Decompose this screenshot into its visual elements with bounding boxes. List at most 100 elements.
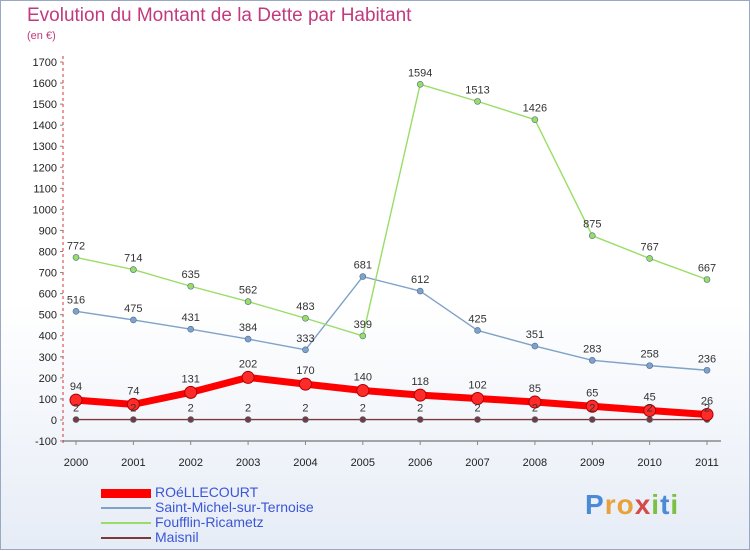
legend-label: Maisnil bbox=[155, 529, 199, 545]
x-tick-label: 2000 bbox=[64, 457, 88, 469]
legend-swatch bbox=[101, 507, 151, 509]
data-point bbox=[646, 362, 653, 369]
data-label: 45 bbox=[644, 391, 656, 403]
series-1 bbox=[72, 273, 711, 374]
data-point bbox=[700, 407, 714, 421]
data-label: 102 bbox=[468, 379, 486, 391]
data-label: 140 bbox=[354, 371, 372, 383]
series-0 bbox=[69, 370, 714, 421]
data-point bbox=[646, 416, 653, 423]
data-label: 2 bbox=[188, 403, 194, 415]
data-point bbox=[643, 403, 657, 417]
legend-swatch bbox=[101, 522, 151, 524]
data-point bbox=[531, 342, 539, 350]
data-label: 351 bbox=[526, 329, 544, 341]
y-tick-label: 0 bbox=[51, 415, 57, 427]
y-tick-label: -100 bbox=[35, 436, 57, 448]
data-label: 767 bbox=[640, 241, 658, 253]
logo-letter: t bbox=[660, 489, 671, 520]
data-point bbox=[416, 416, 424, 423]
data-point bbox=[528, 395, 542, 409]
data-point bbox=[646, 255, 653, 262]
data-label: 2 bbox=[474, 403, 480, 415]
data-label: 2 bbox=[302, 403, 308, 415]
logo-letter: i bbox=[651, 489, 661, 520]
data-point bbox=[72, 416, 80, 423]
series-2 bbox=[72, 81, 711, 340]
data-point bbox=[703, 366, 711, 374]
logo-letter: x bbox=[634, 489, 652, 520]
data-label: 2 bbox=[417, 403, 423, 415]
data-label: 714 bbox=[124, 253, 142, 265]
data-label: 85 bbox=[529, 383, 541, 395]
series-line bbox=[72, 373, 711, 418]
x-tick-label: 2007 bbox=[465, 457, 489, 469]
data-point bbox=[474, 416, 481, 423]
data-point bbox=[356, 383, 370, 397]
data-label: 333 bbox=[296, 333, 314, 345]
data-point bbox=[588, 416, 596, 423]
data-point bbox=[531, 416, 539, 423]
data-label: 667 bbox=[698, 263, 716, 275]
x-tick-label: 2002 bbox=[178, 457, 202, 469]
data-point bbox=[471, 391, 485, 405]
x-tick-label: 2001 bbox=[121, 457, 145, 469]
proxiti-logo: Proxiti bbox=[585, 489, 679, 521]
y-tick-label: 1500 bbox=[33, 99, 57, 111]
data-label: 483 bbox=[296, 301, 314, 313]
data-label: 283 bbox=[583, 343, 601, 355]
x-tick-label: 2003 bbox=[236, 457, 260, 469]
data-label: 258 bbox=[640, 349, 658, 361]
data-label: 635 bbox=[182, 269, 200, 281]
data-label: 2 bbox=[245, 403, 251, 415]
data-point bbox=[585, 399, 599, 413]
data-point bbox=[69, 393, 83, 407]
y-tick-label: 1100 bbox=[33, 183, 57, 195]
y-tick-label: 300 bbox=[39, 352, 57, 364]
data-point bbox=[302, 314, 309, 322]
y-tick-label: 400 bbox=[39, 331, 57, 343]
data-label: 2 bbox=[73, 403, 79, 415]
x-tick-label: 2005 bbox=[351, 457, 375, 469]
data-point bbox=[703, 276, 711, 283]
y-tick-label: 500 bbox=[39, 310, 57, 322]
data-point bbox=[187, 325, 195, 333]
data-point bbox=[126, 397, 140, 411]
x-tick-label: 2004 bbox=[293, 457, 317, 469]
data-point bbox=[244, 416, 252, 423]
data-point bbox=[130, 316, 137, 324]
data-point bbox=[244, 298, 252, 305]
legend-swatch bbox=[101, 537, 151, 539]
data-point bbox=[298, 377, 312, 391]
data-label: 2 bbox=[589, 403, 595, 415]
legend-swatch bbox=[101, 488, 151, 498]
y-tick-label: 1700 bbox=[33, 57, 57, 69]
data-label: 2 bbox=[704, 403, 710, 415]
data-label: 384 bbox=[239, 322, 257, 334]
series-3 bbox=[72, 416, 711, 423]
data-point bbox=[588, 357, 596, 364]
x-tick-label: 2009 bbox=[580, 457, 604, 469]
x-tick-label: 2011 bbox=[695, 457, 719, 469]
chart-subtitle: (en €) bbox=[27, 30, 56, 42]
data-label: 2 bbox=[360, 403, 366, 415]
data-point bbox=[531, 116, 539, 123]
data-label: 431 bbox=[182, 312, 200, 324]
y-tick-label: 1600 bbox=[33, 78, 57, 90]
y-tick-label: 200 bbox=[39, 373, 57, 385]
data-point bbox=[184, 385, 198, 399]
logo-letter: i bbox=[670, 489, 680, 520]
data-point bbox=[130, 416, 137, 423]
data-label: 475 bbox=[124, 303, 142, 315]
series-line bbox=[75, 275, 708, 371]
y-tick-label: 900 bbox=[39, 225, 57, 237]
data-label: 65 bbox=[586, 387, 598, 399]
data-point bbox=[359, 416, 367, 423]
data-label: 2 bbox=[532, 403, 538, 415]
data-point bbox=[187, 416, 195, 423]
logo-letter: r bbox=[604, 489, 617, 520]
data-label: 772 bbox=[67, 240, 85, 252]
y-tick-label: 700 bbox=[39, 268, 57, 280]
data-point bbox=[588, 232, 596, 240]
